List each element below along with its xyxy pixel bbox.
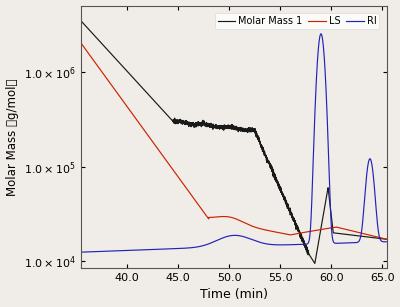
X-axis label: Time (min): Time (min) xyxy=(200,289,268,301)
LS xyxy=(224,215,229,219)
RI xyxy=(224,235,229,239)
RI xyxy=(210,241,215,244)
LS xyxy=(385,238,390,241)
Molar Mass 1 xyxy=(79,19,84,23)
RI xyxy=(207,242,212,245)
RI xyxy=(79,250,84,254)
Molar Mass 1 xyxy=(224,125,229,129)
Legend: Molar Mass 1, LS, RI: Molar Mass 1, LS, RI xyxy=(215,13,379,29)
Molar Mass 1 xyxy=(360,235,365,238)
Line: LS: LS xyxy=(81,43,387,239)
Molar Mass 1 xyxy=(210,123,215,126)
LS xyxy=(360,231,365,235)
Molar Mass 1 xyxy=(376,236,380,240)
Molar Mass 1 xyxy=(207,122,212,126)
Molar Mass 1 xyxy=(312,262,317,265)
Y-axis label: Molar Mass （g/mol）: Molar Mass （g/mol） xyxy=(6,78,18,196)
RI xyxy=(376,226,380,230)
Line: Molar Mass 1: Molar Mass 1 xyxy=(81,21,387,263)
LS xyxy=(79,41,84,45)
LS xyxy=(301,231,306,234)
RI xyxy=(360,219,365,223)
Molar Mass 1 xyxy=(301,240,306,244)
LS xyxy=(376,235,380,239)
RI xyxy=(385,240,390,243)
RI xyxy=(301,243,306,246)
LS xyxy=(210,216,215,219)
RI xyxy=(318,32,323,36)
Line: RI: RI xyxy=(81,34,387,252)
Molar Mass 1 xyxy=(385,238,390,241)
LS xyxy=(207,216,212,219)
